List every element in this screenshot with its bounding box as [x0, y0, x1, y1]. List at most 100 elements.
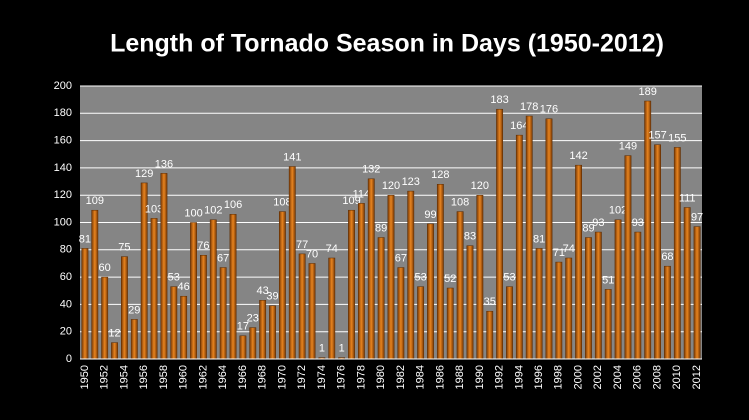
value-label: 81: [79, 233, 91, 245]
bar: [328, 257, 336, 360]
bar: [664, 265, 671, 360]
bar: [506, 286, 513, 360]
value-label: 142: [569, 150, 587, 162]
value-label: 149: [619, 141, 637, 153]
bar: [604, 289, 612, 360]
value-label: 109: [342, 195, 360, 207]
bar: [209, 219, 217, 360]
bar: [693, 226, 701, 360]
value-label: 35: [484, 296, 496, 308]
bar: [259, 300, 267, 360]
value-label: 1: [319, 343, 325, 355]
bar: [545, 118, 553, 360]
bar: [249, 327, 257, 360]
x-tick-label: 1978: [355, 365, 367, 389]
value-label: 39: [266, 291, 278, 303]
bar: [565, 257, 573, 360]
bar: [180, 295, 188, 360]
x-tick-label: 1972: [296, 365, 308, 389]
bar: [101, 276, 109, 360]
value-label: 89: [582, 222, 594, 234]
value-label: 100: [184, 207, 202, 219]
x-tick-label: 2002: [592, 365, 604, 389]
value-label: 108: [273, 196, 291, 208]
bar: [150, 218, 158, 360]
value-label: 108: [451, 196, 469, 208]
value-label: 53: [503, 272, 515, 284]
value-label: 106: [224, 199, 242, 211]
value-label: 155: [668, 132, 686, 144]
bar: [269, 305, 276, 360]
value-label: 120: [471, 180, 489, 192]
x-tick-label: 2010: [671, 365, 683, 389]
bar: [170, 286, 178, 360]
x-tick-label: 1970: [276, 365, 288, 389]
bar: [496, 108, 504, 360]
bar: [515, 134, 523, 360]
bar: [486, 310, 494, 360]
value-label: 83: [464, 231, 476, 243]
value-label: 178: [520, 101, 538, 113]
value-label: 71: [553, 247, 565, 259]
bar: [200, 255, 207, 360]
bar: [367, 178, 375, 360]
x-tick-label: 2006: [632, 365, 644, 389]
value-label: 74: [563, 243, 575, 255]
x-tick-label: 1952: [99, 365, 111, 389]
y-tick-label: 200: [54, 80, 72, 92]
bar: [348, 209, 355, 360]
bar: [624, 155, 632, 360]
x-tick-label: 2004: [612, 365, 624, 389]
value-label: 141: [283, 151, 301, 163]
value-label: 102: [609, 205, 627, 217]
value-label: 189: [639, 86, 657, 98]
bar: [594, 231, 602, 360]
y-tick-label: 120: [54, 189, 72, 201]
value-label: 12: [108, 328, 120, 340]
bar: [436, 184, 444, 360]
y-tick-label: 60: [60, 271, 72, 283]
value-label: 23: [247, 313, 259, 325]
value-label: 93: [592, 217, 604, 229]
bar: [308, 263, 316, 360]
value-label: 1: [339, 343, 345, 355]
value-label: 60: [99, 262, 111, 274]
x-tick-label: 1996: [533, 365, 545, 389]
x-tick-label: 2012: [691, 365, 703, 389]
bar: [466, 245, 474, 360]
value-label: 76: [197, 240, 209, 252]
bar: [397, 267, 405, 360]
value-label: 114: [353, 188, 371, 200]
value-label: 129: [135, 168, 153, 180]
x-tick-label: 1992: [494, 365, 506, 389]
bar: [278, 211, 286, 360]
bar: [219, 267, 227, 360]
bar: [298, 253, 306, 360]
x-tick-label: 1964: [217, 365, 229, 389]
bar: [357, 203, 365, 360]
bar: [288, 166, 296, 360]
bar: [130, 319, 138, 360]
bar: [654, 144, 661, 360]
bar: [446, 287, 454, 360]
value-label: 51: [602, 274, 614, 286]
x-tick-label: 1990: [474, 365, 486, 389]
bar: [575, 164, 582, 360]
x-tick-label: 1954: [118, 365, 130, 389]
value-label: 52: [444, 273, 456, 285]
bar: [525, 115, 533, 360]
x-tick-label: 1984: [415, 365, 427, 389]
value-label: 67: [395, 252, 407, 264]
value-label: 53: [414, 272, 426, 284]
x-tick-label: 1998: [553, 365, 565, 389]
bar: [673, 147, 681, 360]
value-label: 157: [648, 130, 666, 142]
bar: [585, 237, 592, 360]
x-tick-label: 1962: [197, 365, 209, 389]
value-label: 70: [306, 248, 318, 260]
bar: [417, 286, 425, 360]
bar: [111, 342, 118, 360]
bar: [91, 209, 99, 360]
value-label: 99: [424, 209, 436, 221]
bar: [555, 261, 563, 360]
